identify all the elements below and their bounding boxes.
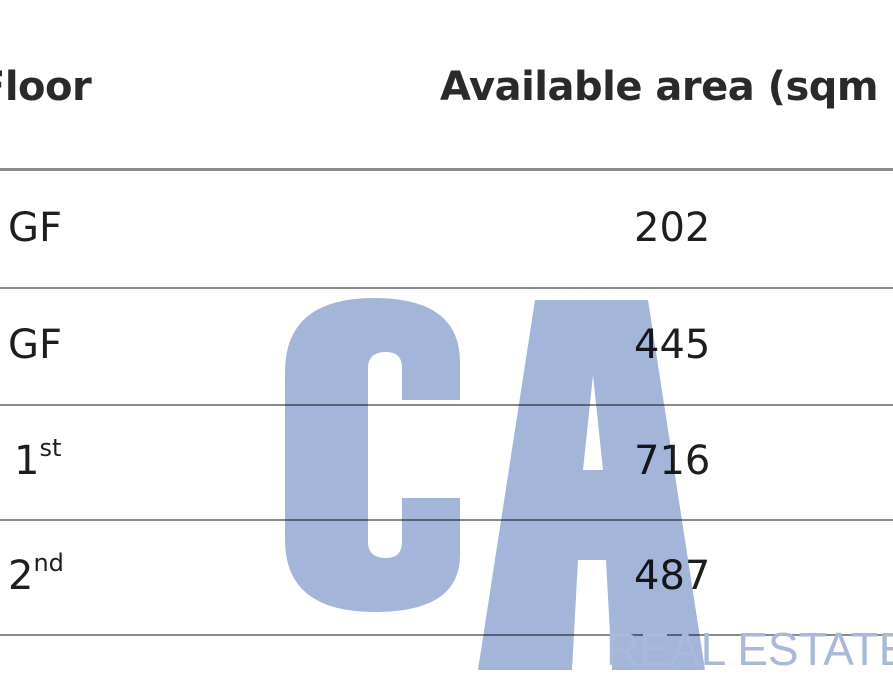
floor-cell: 1st: [14, 436, 61, 484]
floor-suffix: nd: [33, 549, 64, 577]
floor-value: 1: [14, 438, 40, 484]
floor-value: GF: [8, 205, 63, 251]
floor-value: 2: [8, 553, 34, 599]
floor-suffix: st: [39, 434, 62, 462]
row-divider: [0, 287, 893, 289]
header-divider: [0, 168, 893, 171]
floor-cell: GF: [8, 322, 62, 368]
watermark-tagline: REAL ESTATE: [606, 623, 893, 675]
row-divider: [0, 404, 893, 406]
floor-cell: GF: [8, 205, 62, 251]
floor-value: GF: [8, 322, 63, 368]
header-floor: Floor: [0, 64, 92, 110]
floor-cell: 2nd: [8, 551, 64, 599]
header-available-area: Available area (sqm: [440, 64, 879, 110]
row-divider: [0, 634, 893, 636]
area-cell: 202: [634, 205, 711, 251]
